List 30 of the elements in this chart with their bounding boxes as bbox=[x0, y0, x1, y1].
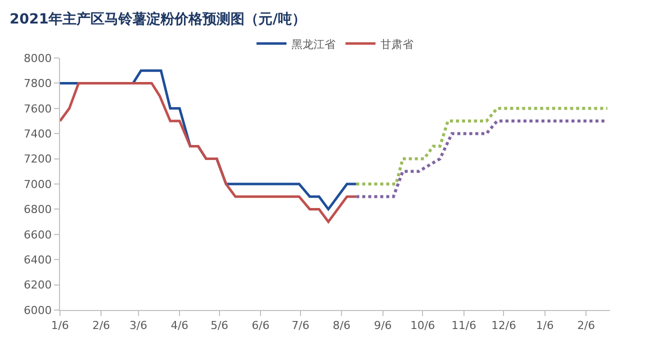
y-tick-label: 6200 bbox=[24, 278, 52, 292]
y-tick-label: 8000 bbox=[24, 52, 52, 65]
legend-label: 黑龙江省 bbox=[292, 38, 336, 51]
x-tick-label: 6/6 bbox=[252, 319, 270, 332]
x-tick-label: 10/6 bbox=[410, 319, 436, 332]
x-tick-label: 8/6 bbox=[332, 319, 350, 332]
y-tick-label: 7000 bbox=[24, 178, 52, 191]
y-tick-label: 7400 bbox=[24, 127, 52, 140]
x-tick-label: 5/6 bbox=[210, 319, 228, 332]
legend-label: 甘肃省 bbox=[380, 38, 414, 51]
x-tick-label: 11/6 bbox=[452, 319, 476, 332]
y-tick-label: 7600 bbox=[24, 102, 52, 116]
x-tick-label: 3/6 bbox=[130, 319, 148, 332]
x-tick-label: 12/6 bbox=[491, 319, 516, 332]
x-tick-label: 4/6 bbox=[170, 319, 188, 332]
chart-title: 2021年主产区马铃薯淀粉价格预测图（元/吨） bbox=[10, 10, 306, 28]
x-tick-label: 1/6 bbox=[51, 319, 69, 332]
x-tick-label: 1/6 bbox=[536, 319, 554, 332]
y-tick-label: 6400 bbox=[24, 253, 52, 266]
line-series bbox=[354, 106, 609, 186]
y-tick-label: 7800 bbox=[24, 77, 52, 90]
y-tick-label: 7200 bbox=[24, 152, 52, 166]
x-tick-label: 9/6 bbox=[374, 319, 392, 332]
y-tick-label: 6600 bbox=[24, 228, 52, 242]
y-tick-label: 6800 bbox=[24, 203, 52, 216]
y-tick-label: 6000 bbox=[24, 304, 52, 317]
x-tick-label: 2/6 bbox=[92, 319, 110, 332]
line-series bbox=[60, 82, 358, 224]
x-tick-label: 2/6 bbox=[577, 319, 595, 332]
x-tick-label: 7/6 bbox=[292, 319, 310, 332]
